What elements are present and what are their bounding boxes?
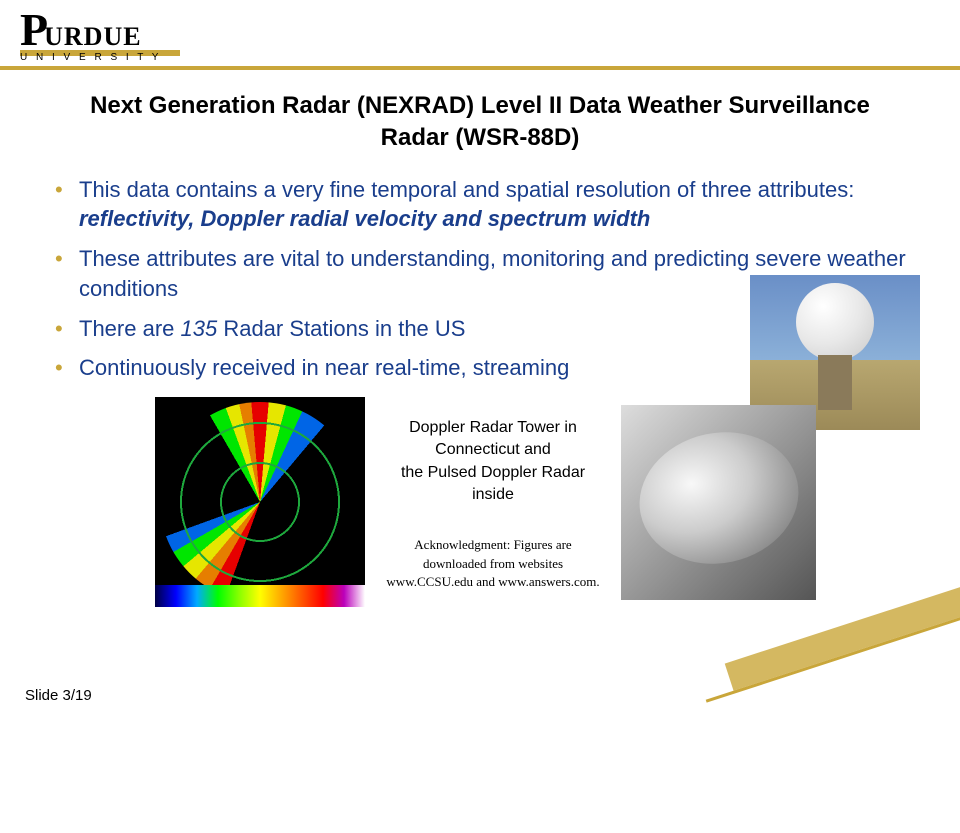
bullet-1-emphasis: reflectivity, Doppler radial velocity an…	[79, 206, 650, 231]
pulsed-doppler-dish-photo	[621, 405, 816, 600]
logo-subtext-university: U N I V E R S I T Y	[20, 52, 161, 63]
bullet-3-pre: There are	[79, 316, 181, 341]
logo-text-urdue: URDUE	[44, 22, 141, 52]
slide-header: P URDUE U N I V E R S I T Y	[0, 0, 960, 70]
bullet-1-text-pre: This data contains a very fine temporal …	[79, 177, 854, 202]
bullet-3-post: Radar Stations in the US	[223, 316, 465, 341]
purdue-logo: P URDUE U N I V E R S I T Y	[20, 3, 180, 63]
radar-color-scale	[155, 585, 365, 607]
logo-letter-p: P	[20, 3, 46, 56]
image-row: Doppler Radar Tower in Connecticut and t…	[55, 397, 925, 607]
radar-dome-shape	[796, 283, 874, 361]
slide-content: This data contains a very fine temporal …	[0, 175, 960, 607]
doppler-radar-display-image	[155, 397, 365, 607]
dish-shape	[627, 418, 811, 578]
slide-number: Slide 3/19	[25, 687, 92, 704]
bullet-item-1: This data contains a very fine temporal …	[55, 175, 925, 234]
bullet-3-number: 135	[181, 316, 224, 341]
radar-tower-base	[818, 355, 852, 410]
acknowledgment-text: Acknowledgment: Figures are downloaded f…	[383, 536, 603, 591]
image-caption-block: Doppler Radar Tower in Connecticut and t…	[383, 397, 603, 591]
caption-line-1: Doppler Radar Tower in Connecticut and	[409, 419, 577, 458]
slide-title: Next Generation Radar (NEXRAD) Level II …	[60, 90, 900, 155]
image-caption: Doppler Radar Tower in Connecticut and t…	[383, 417, 603, 507]
radar-sweep-graphic	[160, 402, 360, 602]
caption-line-2: the Pulsed Doppler Radar inside	[401, 464, 585, 503]
